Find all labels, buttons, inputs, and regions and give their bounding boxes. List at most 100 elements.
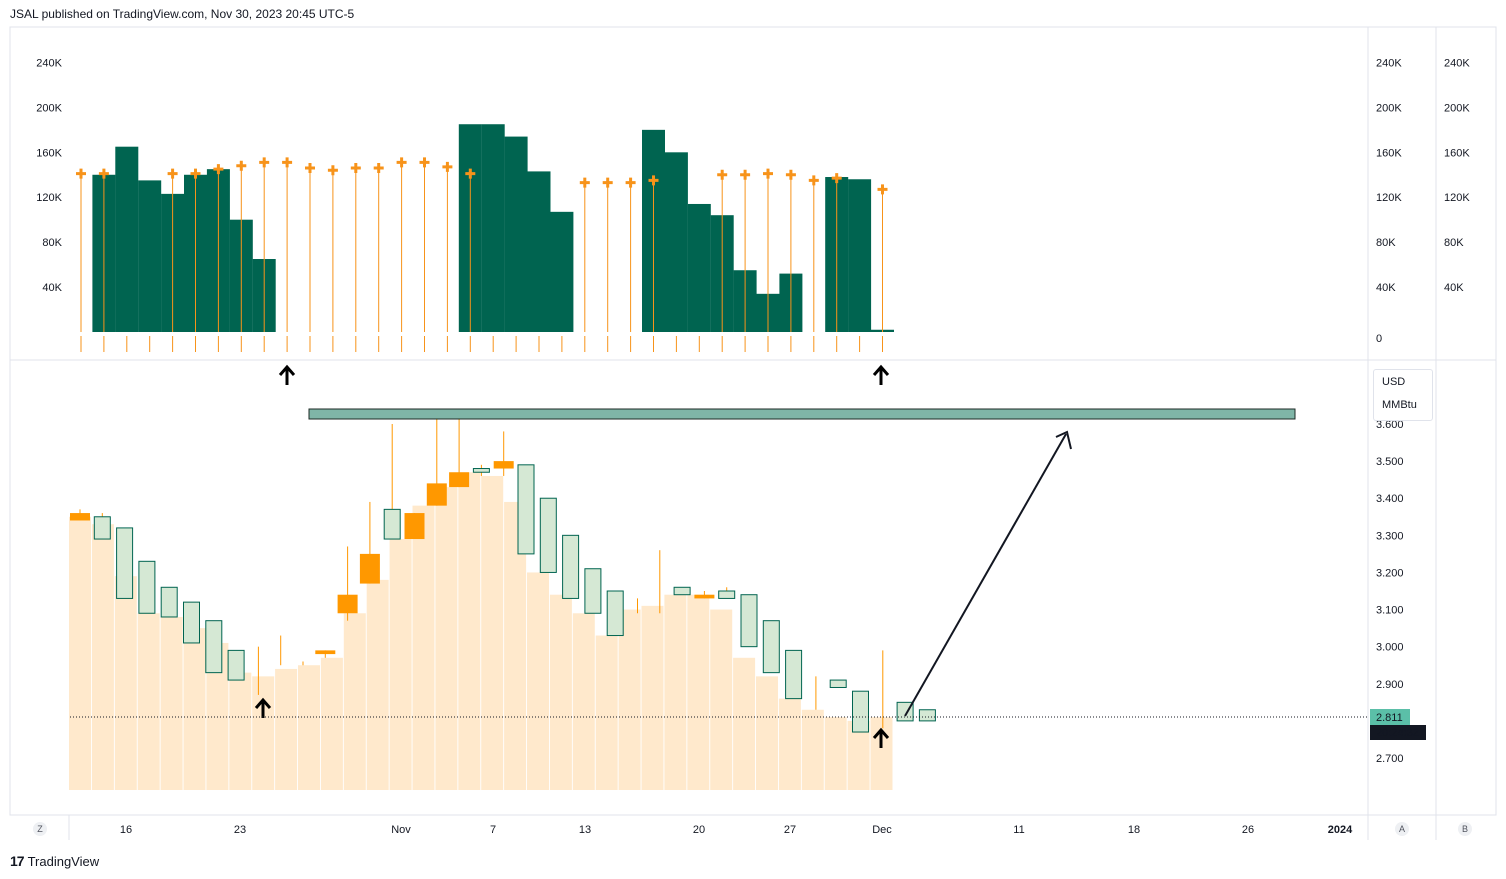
countdown-text: 20:24:32 [1376, 727, 1419, 739]
candle-body [762, 620, 780, 674]
price-tick: 3.500 [1376, 456, 1404, 468]
candle-body [426, 483, 447, 506]
settle-bar [229, 672, 252, 790]
candle-body [160, 586, 178, 618]
time-tick: 23 [234, 824, 246, 836]
settle-bar [298, 665, 320, 790]
settle-bar [412, 505, 435, 790]
time-tick: 26 [1242, 824, 1254, 836]
volume-left-tick: 80K [42, 237, 62, 249]
settle-bar [114, 576, 137, 790]
oi-cross [236, 160, 247, 171]
oi-cross [259, 157, 270, 168]
oi-cross [740, 169, 751, 180]
settle-bar [824, 717, 847, 790]
volume-right-tick: 240K [1376, 57, 1402, 69]
settle-bar [389, 539, 412, 790]
auto-scale-button[interactable]: A [1395, 822, 1409, 836]
oi-cross [373, 163, 384, 174]
volume-left-tick: 200K [36, 102, 62, 114]
price-tick: 3.200 [1376, 567, 1404, 579]
oi-cross [213, 164, 224, 175]
publish-header: JSAL published on TradingView.com, Nov 3… [10, 7, 355, 21]
candle-body [93, 516, 111, 540]
candle-body [138, 560, 156, 614]
up-arrow-icon [254, 697, 272, 718]
time-tick: 11 [1013, 824, 1024, 836]
settle-bar [687, 594, 710, 790]
price-marker-bg [1370, 709, 1410, 725]
settle-bar [572, 613, 595, 790]
candle-body [227, 649, 245, 681]
candle-body [740, 594, 758, 648]
candle-body [337, 594, 358, 614]
candle-body [383, 508, 401, 540]
volume-bar [664, 152, 688, 332]
candle-body [562, 534, 580, 599]
settle-bar [458, 472, 481, 790]
settle-bar [870, 717, 893, 790]
settle-bar [504, 501, 527, 790]
candle-body [829, 679, 847, 688]
settle-bar [366, 579, 389, 790]
volume-right-tick: 120K [1376, 192, 1402, 204]
oi-cross [648, 175, 659, 186]
oi-cross [190, 168, 201, 179]
settle-bar [160, 616, 183, 790]
settle-bar [252, 676, 275, 790]
b-button[interactable]: B [1458, 822, 1472, 836]
candle-body [472, 468, 490, 473]
open-interest-markers [76, 157, 888, 332]
volume-bar [481, 124, 505, 332]
settle-bar [435, 487, 458, 790]
zoom-reset-button[interactable]: Z [33, 822, 47, 836]
settle-bar [664, 594, 687, 790]
settle-bar [320, 657, 343, 790]
candle-body [584, 568, 602, 614]
volume-right-tick-2: 40K [1444, 282, 1464, 294]
oi-cross [98, 168, 109, 179]
up-arrow-icon [872, 727, 890, 748]
settle-bar [847, 720, 870, 790]
volume-left-tick: 40K [42, 282, 62, 294]
price-tick: 3.300 [1376, 530, 1404, 542]
candle-body [785, 649, 803, 700]
settle-bar [801, 709, 824, 790]
price-area [69, 472, 893, 790]
settle-bar [710, 609, 733, 790]
candle-body [404, 513, 425, 540]
time-tick: 7 [490, 824, 496, 836]
settle-bar [641, 605, 664, 790]
countdown-bg [1370, 725, 1426, 740]
settle-bar [756, 676, 778, 790]
volume-right-tick: 160K [1376, 147, 1402, 159]
axes: 240K 200K 160K 120K 80K 40K 240K 240K 200K 200K 16… [36, 57, 1470, 836]
volume-bar [550, 211, 574, 332]
candle-body [517, 464, 535, 555]
candle-body [606, 590, 624, 637]
oi-cross [785, 169, 796, 180]
settle-bar [183, 628, 206, 790]
price-marker-text: 2.811 [1376, 712, 1403, 724]
projection-arrowhead [1055, 430, 1072, 450]
oi-cross [831, 173, 842, 184]
oi-cross [442, 161, 453, 172]
settle-bar [527, 572, 549, 790]
volume-right-tick-2: 200K [1444, 102, 1470, 114]
time-tick: Nov [391, 824, 411, 836]
volume-left-tick: 160K [36, 147, 62, 159]
unit-label: MMBtu [1382, 399, 1417, 411]
oi-cross [579, 177, 590, 188]
candle-body [673, 586, 691, 596]
volume-bar [848, 179, 872, 332]
oi-cross [602, 177, 613, 188]
candle-body [116, 527, 134, 599]
oi-cross [625, 177, 636, 188]
oi-cross [763, 168, 773, 179]
unit-selector[interactable]: USD MMBtu [1373, 369, 1433, 421]
time-tick: 2024 [1328, 824, 1353, 836]
candles [70, 416, 936, 733]
candle-body [183, 601, 200, 644]
annotations [70, 364, 1368, 748]
